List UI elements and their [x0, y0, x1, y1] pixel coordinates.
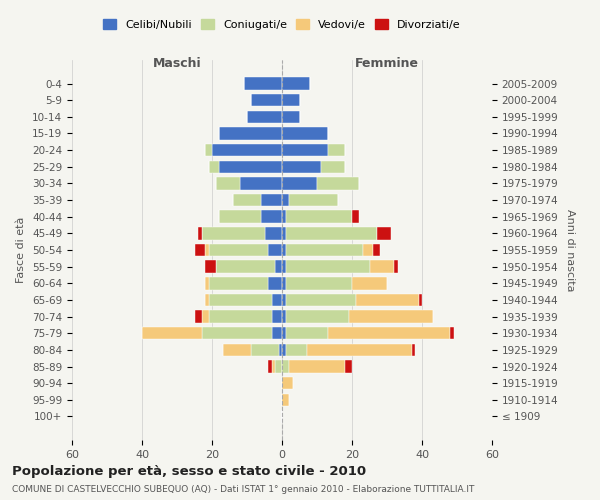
- Bar: [244, 78, 282, 90]
- Bar: [394, 260, 398, 273]
- Bar: [198, 227, 202, 239]
- Bar: [328, 144, 345, 156]
- Bar: [320, 160, 345, 173]
- Bar: [286, 344, 307, 356]
- Bar: [247, 110, 282, 123]
- Bar: [362, 244, 373, 256]
- Bar: [282, 360, 289, 373]
- Bar: [352, 277, 387, 289]
- Bar: [205, 260, 215, 273]
- Bar: [233, 194, 261, 206]
- Bar: [307, 344, 412, 356]
- Bar: [275, 260, 282, 273]
- Bar: [286, 294, 355, 306]
- Bar: [271, 327, 282, 340]
- Bar: [345, 360, 352, 373]
- Bar: [194, 244, 205, 256]
- Bar: [268, 244, 282, 256]
- Bar: [282, 160, 320, 173]
- Bar: [352, 210, 359, 223]
- Text: Femmine: Femmine: [355, 57, 419, 70]
- Bar: [209, 244, 268, 256]
- Text: Maschi: Maschi: [152, 57, 202, 70]
- Bar: [202, 227, 265, 239]
- Bar: [268, 360, 271, 373]
- Bar: [219, 210, 261, 223]
- Bar: [205, 244, 209, 256]
- Bar: [317, 177, 359, 190]
- Bar: [215, 177, 240, 190]
- Bar: [370, 260, 394, 273]
- Bar: [282, 327, 286, 340]
- Bar: [286, 260, 370, 273]
- Bar: [286, 227, 377, 239]
- Bar: [289, 360, 345, 373]
- Bar: [212, 144, 282, 156]
- Bar: [265, 227, 282, 239]
- Y-axis label: Anni di nascita: Anni di nascita: [565, 209, 575, 291]
- Bar: [142, 327, 202, 340]
- Bar: [223, 344, 251, 356]
- Bar: [286, 327, 328, 340]
- Bar: [282, 94, 299, 106]
- Bar: [282, 344, 286, 356]
- Bar: [278, 344, 282, 356]
- Bar: [282, 394, 289, 406]
- Bar: [240, 177, 282, 190]
- Bar: [286, 210, 352, 223]
- Bar: [261, 210, 282, 223]
- Bar: [282, 210, 286, 223]
- Bar: [268, 277, 282, 289]
- Bar: [286, 277, 352, 289]
- Bar: [209, 277, 268, 289]
- Bar: [205, 277, 209, 289]
- Bar: [205, 294, 209, 306]
- Bar: [282, 294, 286, 306]
- Bar: [282, 144, 328, 156]
- Bar: [271, 360, 275, 373]
- Y-axis label: Fasce di età: Fasce di età: [16, 217, 26, 283]
- Bar: [355, 294, 419, 306]
- Bar: [275, 360, 282, 373]
- Bar: [202, 310, 209, 323]
- Bar: [286, 310, 349, 323]
- Bar: [209, 160, 219, 173]
- Bar: [219, 160, 282, 173]
- Bar: [271, 310, 282, 323]
- Bar: [282, 244, 286, 256]
- Bar: [251, 344, 278, 356]
- Bar: [282, 127, 328, 140]
- Bar: [349, 310, 433, 323]
- Bar: [205, 144, 212, 156]
- Bar: [373, 244, 380, 256]
- Bar: [377, 227, 391, 239]
- Bar: [282, 227, 286, 239]
- Bar: [209, 310, 271, 323]
- Text: Popolazione per età, sesso e stato civile - 2010: Popolazione per età, sesso e stato civil…: [12, 465, 366, 478]
- Bar: [282, 277, 286, 289]
- Bar: [209, 294, 271, 306]
- Bar: [282, 260, 286, 273]
- Bar: [282, 177, 317, 190]
- Bar: [282, 194, 289, 206]
- Bar: [202, 327, 271, 340]
- Bar: [289, 194, 338, 206]
- Bar: [412, 344, 415, 356]
- Bar: [282, 110, 299, 123]
- Bar: [419, 294, 422, 306]
- Bar: [251, 94, 282, 106]
- Bar: [282, 78, 310, 90]
- Bar: [282, 377, 293, 390]
- Bar: [261, 194, 282, 206]
- Bar: [282, 310, 286, 323]
- Bar: [271, 294, 282, 306]
- Bar: [219, 127, 282, 140]
- Bar: [450, 327, 454, 340]
- Text: COMUNE DI CASTELVECCHIO SUBEQUO (AQ) - Dati ISTAT 1° gennaio 2010 - Elaborazione: COMUNE DI CASTELVECCHIO SUBEQUO (AQ) - D…: [12, 485, 475, 494]
- Bar: [328, 327, 450, 340]
- Bar: [194, 310, 202, 323]
- Bar: [286, 244, 362, 256]
- Bar: [215, 260, 275, 273]
- Legend: Celibi/Nubili, Coniugati/e, Vedovi/e, Divorziati/e: Celibi/Nubili, Coniugati/e, Vedovi/e, Di…: [100, 16, 464, 34]
